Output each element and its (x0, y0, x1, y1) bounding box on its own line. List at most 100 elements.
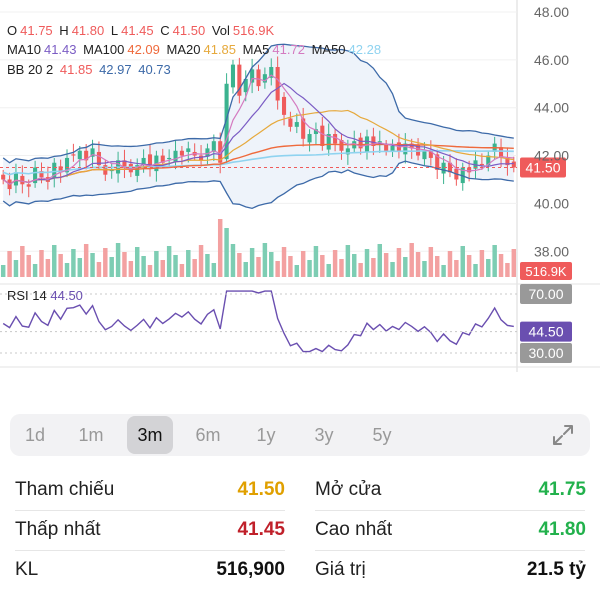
candle-body (390, 145, 395, 151)
timeframe-5y[interactable]: 5y (372, 425, 392, 445)
volume-bar (262, 243, 268, 277)
volume-bar (320, 255, 325, 277)
volume-bar (415, 252, 421, 277)
candle-body (237, 64, 242, 96)
volume-bar (52, 245, 57, 277)
candle-body (505, 157, 510, 166)
ohlc-readout: O 41.75 H 41.80 L 41.45 C 41.50 Vol 516.9K (7, 23, 277, 38)
candle-body (339, 140, 344, 151)
volume-stat-value: 516,900 (216, 559, 285, 580)
volume-bar (115, 243, 121, 277)
candle-body (345, 148, 350, 155)
volume-bar (364, 249, 370, 277)
candle-body (409, 143, 414, 149)
candle-body (160, 155, 165, 163)
timeframe-3m[interactable]: 3m (127, 416, 173, 454)
timeframe-3y[interactable]: 3y (314, 425, 334, 445)
timeframe-6m[interactable]: 6m (195, 425, 221, 445)
volume-bar (460, 246, 465, 277)
candle-body (301, 118, 306, 139)
rsi-level-tag-text: 30.00 (528, 345, 563, 361)
candle-body (205, 148, 210, 157)
bb-lower-value: 40.73 (138, 62, 171, 77)
candle-body (167, 157, 172, 160)
rsi-level-tag (520, 284, 572, 304)
timeframe-selector: 1d 1m 3m 6m 1y 3y 5y (10, 414, 590, 456)
volume-bar (198, 245, 204, 277)
volume-bar (90, 253, 95, 277)
volume-bar (64, 263, 70, 277)
low-label: L (110, 23, 119, 38)
open-label: O (7, 23, 18, 38)
candle-body (77, 150, 82, 160)
candle-body (403, 143, 408, 155)
candle-body (416, 144, 421, 156)
open-stat-label: Mở cửa (315, 479, 382, 500)
price-axis: 48.00 46.00 44.00 42.00 40.00 38.00 (534, 4, 569, 259)
bollinger-upper-line (2, 43, 514, 164)
candle-body (39, 171, 44, 178)
ma10-line (2, 82, 514, 186)
volume-bar (511, 249, 517, 277)
candle-body (13, 172, 18, 186)
price-axis-label: 46.00 (534, 52, 569, 68)
timeframe-1y[interactable]: 1y (256, 425, 276, 445)
candle-body (64, 157, 70, 173)
candle-body (199, 155, 204, 161)
bb-readout: BB 20 2 41.85 42.97 40.73 (7, 62, 174, 77)
timeframe-1m[interactable]: 1m (78, 425, 104, 445)
volume-bar (0, 265, 6, 277)
ma5-line (2, 74, 514, 186)
candle-body (511, 161, 516, 168)
bb-mid-value: 42.97 (99, 62, 132, 77)
volume-stat-label: KL (15, 559, 39, 580)
volume-bar (141, 256, 146, 277)
candle-body (441, 162, 446, 174)
volume-bar (377, 244, 383, 277)
low-stat-value: 41.45 (237, 519, 285, 540)
open-stat-value: 41.75 (538, 479, 586, 500)
volume-bar (166, 246, 172, 277)
turnover-stat-label: Giá trị (315, 559, 366, 580)
volume-bar (243, 262, 248, 277)
volume-bar (192, 259, 197, 277)
candle-body (499, 147, 504, 158)
ma10-label: MA10 (7, 42, 41, 57)
volume-bar (383, 253, 389, 277)
ma50-value: 42.28 (348, 42, 382, 57)
volume-bar (256, 257, 261, 277)
candle-body (173, 150, 178, 162)
volume-value: 516.9K (232, 23, 275, 38)
candle-body (122, 160, 127, 168)
volume-bar (358, 263, 363, 277)
volume-bar (473, 264, 478, 277)
volume-bar (479, 250, 485, 277)
ma20-value: 41.85 (203, 42, 237, 57)
candle-body (262, 74, 267, 83)
price-axis-label: 42.00 (534, 148, 569, 164)
expand-icon[interactable] (550, 422, 576, 448)
volume-bar (173, 255, 178, 277)
volume-bar (352, 254, 357, 277)
volume-bar (26, 255, 31, 277)
candle-body (90, 148, 95, 157)
volume-bar (307, 260, 312, 277)
low-stat-label: Thấp nhất (15, 519, 101, 540)
candle-body (224, 83, 229, 160)
candle-body (243, 78, 248, 93)
volume-bar (13, 260, 19, 277)
volume-bar (326, 264, 331, 277)
volume-bar (96, 262, 102, 277)
turnover-stat-value: 21.5 tỷ (526, 559, 586, 580)
price-axis-label: 40.00 (534, 195, 569, 211)
last-price-tag (520, 157, 566, 178)
candle-body (1, 174, 6, 180)
high-stat-label: Cao nhất (315, 519, 393, 540)
candle-body (147, 154, 153, 168)
candle-body (447, 162, 453, 173)
volume-bar (390, 262, 395, 277)
candle-body (52, 162, 57, 179)
last-price-tag-text: 41.50 (525, 160, 560, 176)
timeframe-1d[interactable]: 1d (24, 425, 46, 445)
